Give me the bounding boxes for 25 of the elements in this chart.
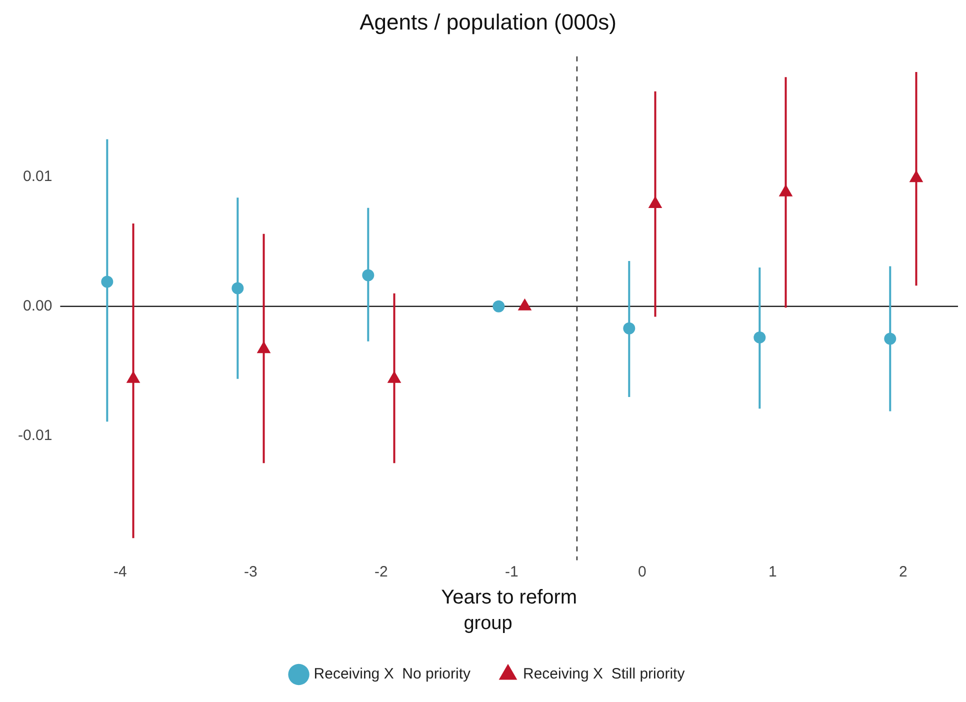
y-tick-label: -0.01	[18, 427, 52, 444]
point	[909, 170, 924, 182]
x-tick-label: 1	[768, 563, 777, 580]
point	[884, 332, 896, 345]
point	[492, 300, 505, 312]
legend-title: group	[464, 612, 512, 634]
point	[778, 184, 793, 196]
point	[623, 322, 636, 334]
point	[232, 282, 244, 294]
point	[362, 269, 374, 282]
x-tick-label: -2	[374, 563, 388, 580]
chart-title: Agents / population (000s)	[360, 9, 616, 34]
x-tick-label: 0	[638, 563, 646, 580]
y-tick-label: 0.01	[22, 168, 52, 185]
point	[754, 331, 766, 344]
x-tick-label: -3	[244, 563, 258, 580]
y-tick-label: 0.00	[22, 298, 52, 314]
legend-label: Receiving X No priority	[314, 666, 471, 683]
legend-label: Receiving X Still priority	[523, 666, 686, 683]
x-tick-label: -1	[505, 563, 518, 580]
x-tick-label: 2	[899, 563, 908, 580]
x-axis-title: Years to reform	[441, 586, 578, 609]
x-tick-label: -4	[114, 563, 127, 580]
point	[648, 196, 662, 208]
point	[101, 276, 114, 288]
